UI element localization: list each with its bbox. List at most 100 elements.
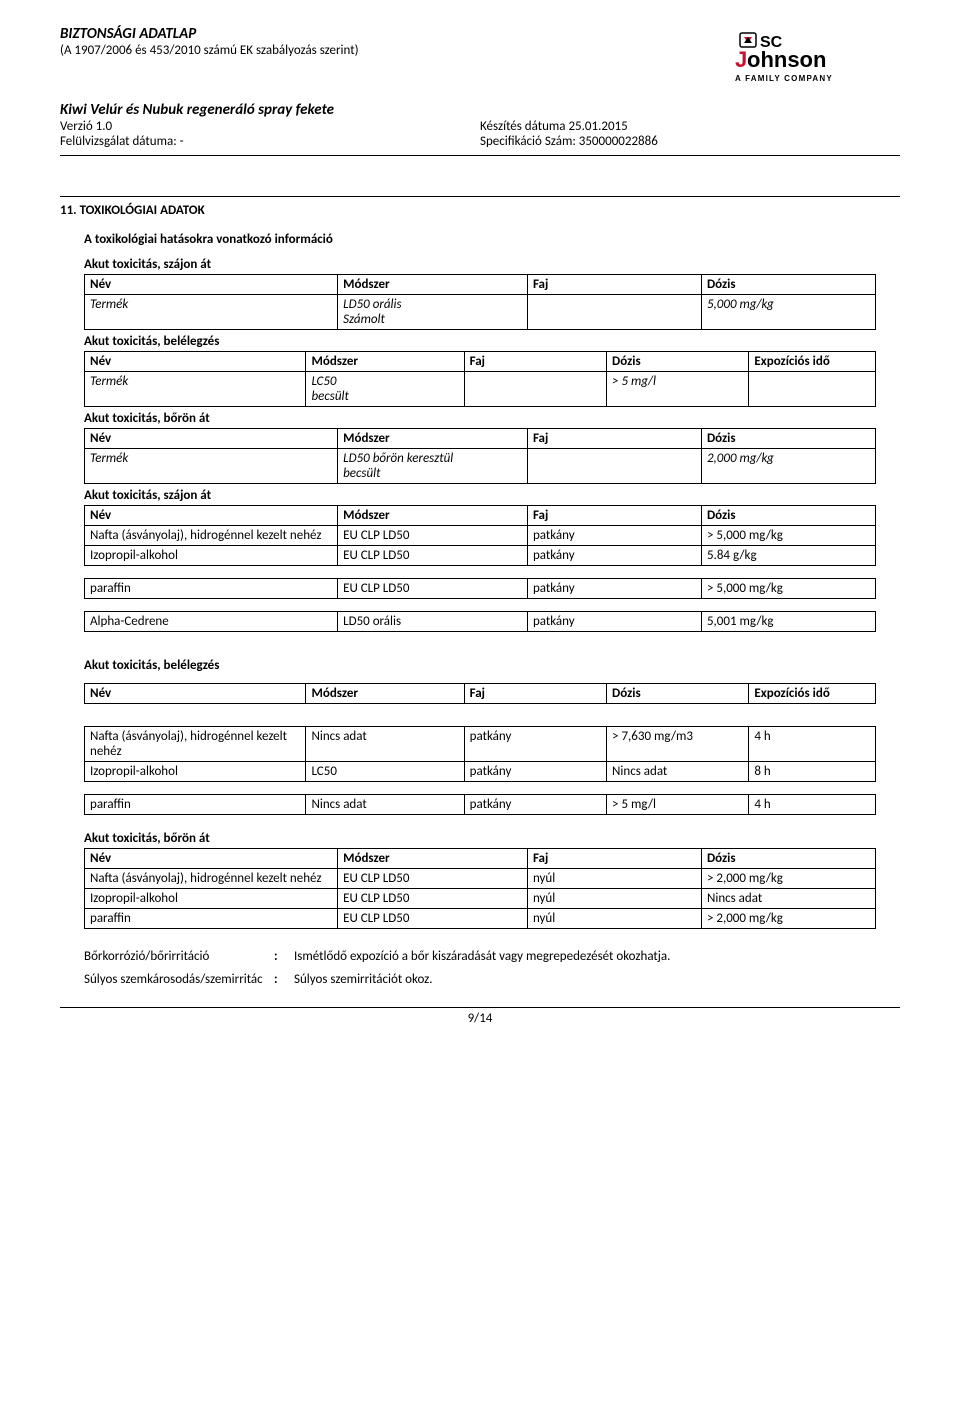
product-name: Kiwi Velúr és Nubuk regeneráló spray fek…	[60, 101, 900, 119]
product-block: Kiwi Velúr és Nubuk regeneráló spray fek…	[60, 101, 900, 156]
cell-dose: > 2,000 mg/kg	[701, 869, 875, 889]
table-row: paraffin EU CLP LD50 nyúl > 2,000 mg/kg	[85, 909, 876, 929]
cell-name: Nafta (ásványolaj), hidrogénnel kezelt n…	[85, 869, 338, 889]
table-row: Termék LC50 becsült > 5 mg/l	[85, 372, 876, 407]
col-nev: Név	[85, 429, 338, 449]
table-row: Alpha-Cedrene LD50 orális patkány 5,001 …	[85, 612, 876, 632]
group-label-dermal-1: Akut toxicitás, bőrön át	[84, 411, 900, 426]
col-faj: Faj	[464, 352, 606, 372]
company-logo: SC J ohnson A FAMILY COMPANY	[730, 25, 900, 89]
product-meta: Verzió 1.0 Felülvizsgálat dátuma: - Kész…	[60, 119, 900, 149]
product-version: Verzió 1.0	[60, 119, 480, 134]
table-row: Termék LD50 orális Számolt 5,000 mg/kg	[85, 295, 876, 330]
cell-dose: > 5,000 mg/kg	[701, 579, 875, 599]
table-dermal-2: Név Módszer Faj Dózis Nafta (ásványolaj)…	[84, 848, 876, 929]
section-subheading: A toxikológiai hatásokra vonatkozó infor…	[84, 232, 900, 247]
doc-title: BIZTONSÁGI ADATLAP	[60, 25, 730, 43]
section-rule	[60, 196, 900, 197]
table-row: paraffin Nincs adat patkány > 5 mg/l 4 h	[85, 795, 876, 815]
cell-species: patkány	[464, 762, 606, 782]
svg-text:A FAMILY COMPANY: A FAMILY COMPANY	[735, 74, 833, 83]
col-modszer: Módszer	[338, 429, 528, 449]
group-label-dermal-2: Akut toxicitás, bőrön át	[84, 831, 900, 846]
cell-name: paraffin	[85, 795, 306, 815]
cell-method: EU CLP LD50	[338, 526, 528, 546]
cell-dose: > 2,000 mg/kg	[701, 909, 875, 929]
col-dozis: Dózis	[701, 849, 875, 869]
kv-label: Bőrkorrózió/bőrirritáció	[84, 949, 274, 964]
skin-corrosion-row: Bőrkorrózió/bőrirritáció : Ismétlődő exp…	[84, 949, 900, 964]
col-nev: Név	[85, 684, 306, 704]
cell-method: LD50 bőrön keresztül becsült	[338, 449, 528, 484]
kv-colon: :	[274, 949, 294, 964]
cell-species: patkány	[464, 795, 606, 815]
cell-name: Termék	[85, 372, 306, 407]
page-header: BIZTONSÁGI ADATLAP (A 1907/2006 és 453/2…	[60, 25, 900, 89]
cell-method: EU CLP LD50	[338, 909, 528, 929]
cell-expo: 4 h	[749, 727, 876, 762]
table-header-row: Név Módszer Faj Dózis Expozíciós idő	[85, 352, 876, 372]
col-modszer: Módszer	[338, 275, 528, 295]
table-row: Izopropil-alkohol EU CLP LD50 patkány 5.…	[85, 546, 876, 566]
cell-dose: > 5 mg/l	[607, 372, 749, 407]
cell-name: paraffin	[85, 909, 338, 929]
col-faj: Faj	[527, 849, 701, 869]
table-oral-1: Név Módszer Faj Dózis Termék LD50 orális…	[84, 274, 876, 330]
product-created: Készítés dátuma 25.01.2015	[480, 119, 900, 134]
cell-method: EU CLP LD50	[338, 889, 528, 909]
cell-method: LD50 orális Számolt	[338, 295, 528, 330]
cell-species: patkány	[464, 727, 606, 762]
col-faj: Faj	[464, 684, 606, 704]
table-oral-2: Név Módszer Faj Dózis Nafta (ásványolaj)…	[84, 505, 876, 566]
cell-method: EU CLP LD50	[338, 869, 528, 889]
kv-value: Súlyos szemirritációt okoz.	[294, 972, 900, 987]
product-revision: Felülvizsgálat dátuma: -	[60, 134, 480, 149]
cell-method: LD50 orális	[338, 612, 528, 632]
cell-dose: 5,000 mg/kg	[701, 295, 875, 330]
col-dozis: Dózis	[607, 684, 749, 704]
product-meta-left: Verzió 1.0 Felülvizsgálat dátuma: -	[60, 119, 480, 149]
col-faj: Faj	[527, 429, 701, 449]
col-nev: Név	[85, 849, 338, 869]
group-label-inhale-2: Akut toxicitás, belélegzés	[84, 658, 900, 673]
cell-dose: 5,001 mg/kg	[701, 612, 875, 632]
cell-dose: > 7,630 mg/m3	[607, 727, 749, 762]
kv-label: Súlyos szemkárosodás/szemirritác	[84, 972, 274, 987]
cell-species: patkány	[527, 579, 701, 599]
table-row: Nafta (ásványolaj), hidrogénnel kezelt n…	[85, 526, 876, 546]
table-header-row: Név Módszer Faj Dózis	[85, 429, 876, 449]
col-nev: Név	[85, 352, 306, 372]
cell-name: Nafta (ásványolaj), hidrogénnel kezelt n…	[85, 526, 338, 546]
page-number: 9/14	[60, 1007, 900, 1026]
cell-name: Nafta (ásványolaj), hidrogénnel kezelt n…	[85, 727, 306, 762]
cell-method: LC50	[306, 762, 464, 782]
cell-species: nyúl	[527, 869, 701, 889]
eye-damage-row: Súlyos szemkárosodás/szemirritác : Súlyo…	[84, 972, 900, 987]
table-row: Nafta (ásványolaj), hidrogénnel kezelt n…	[85, 727, 876, 762]
col-dozis: Dózis	[701, 429, 875, 449]
cell-name: Izopropil-alkohol	[85, 889, 338, 909]
cell-species: patkány	[527, 612, 701, 632]
cell-dose: 2,000 mg/kg	[701, 449, 875, 484]
cell-name: Izopropil-alkohol	[85, 546, 338, 566]
table-row: Izopropil-alkohol EU CLP LD50 nyúl Nincs…	[85, 889, 876, 909]
col-expo: Expozíciós idő	[749, 684, 876, 704]
product-spec: Specifikáció Szám: 350000022886	[480, 134, 900, 149]
col-faj: Faj	[527, 506, 701, 526]
col-dozis: Dózis	[701, 506, 875, 526]
cell-species: patkány	[527, 526, 701, 546]
group-label-oral-1: Akut toxicitás, szájon át	[84, 257, 900, 272]
cell-species: patkány	[527, 546, 701, 566]
col-nev: Név	[85, 275, 338, 295]
col-faj: Faj	[527, 275, 701, 295]
cell-method: Nincs adat	[306, 727, 464, 762]
group-label-oral-2: Akut toxicitás, szájon át	[84, 488, 900, 503]
header-text: BIZTONSÁGI ADATLAP (A 1907/2006 és 453/2…	[60, 25, 730, 58]
table-oral-3: paraffin EU CLP LD50 patkány > 5,000 mg/…	[84, 578, 876, 599]
cell-method: EU CLP LD50	[338, 579, 528, 599]
cell-dose: Nincs adat	[701, 889, 875, 909]
table-inhale-3: paraffin Nincs adat patkány > 5 mg/l 4 h	[84, 794, 876, 815]
cell-species	[527, 295, 701, 330]
cell-name: Termék	[85, 295, 338, 330]
cell-species	[464, 372, 606, 407]
